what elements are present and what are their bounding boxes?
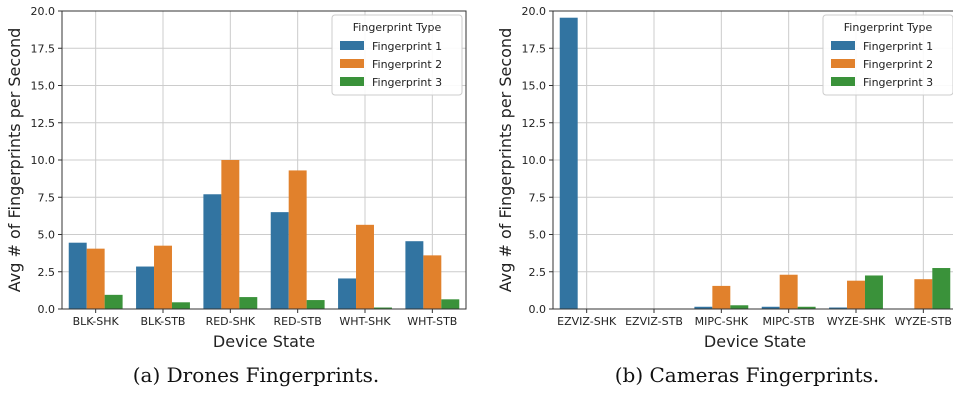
y-axis-label: Avg # of Fingerprints per Second: [496, 28, 515, 292]
bar-fingerprint-1-blk-shk: [68, 242, 87, 309]
legend-entry: Fingerprint 3: [372, 76, 442, 89]
bar-fingerprint-3-wyze-shk: [864, 275, 883, 309]
y-axis-label: Avg # of Fingerprints per Second: [5, 28, 24, 292]
x-tick-label: BLK-SHK: [73, 315, 120, 328]
y-tick-label: 20.0: [522, 5, 547, 18]
legend-title: Fingerprint Type: [844, 21, 933, 34]
y-tick-label: 12.5: [522, 117, 547, 130]
x-tick-label: MIPC-SHK: [695, 315, 749, 328]
x-tick-label: EZVIZ-SHK: [557, 315, 617, 328]
y-tick-label: 5.0: [38, 229, 56, 242]
x-tick-label: MIPC-STB: [763, 315, 815, 328]
x-tick-label: BLK-STB: [141, 315, 186, 328]
cameras-caption: (b) Cameras Fingerprints.: [615, 363, 880, 387]
x-axis-label: Device State: [704, 332, 806, 351]
legend-entry: Fingerprint 2: [863, 58, 933, 71]
bar-fingerprint-2-wht-shk: [356, 224, 374, 309]
bar-fingerprint-3-wyze-stb: [932, 268, 951, 309]
y-tick-label: 12.5: [31, 117, 56, 130]
bar-fingerprint-2-wht-stb: [423, 255, 442, 309]
y-tick-label: 2.5: [529, 266, 547, 279]
legend-swatch: [340, 59, 364, 68]
bar-fingerprint-3-wht-shk: [373, 307, 392, 309]
y-tick-label: 5.0: [529, 229, 547, 242]
legend-entry: Fingerprint 1: [863, 40, 933, 53]
legend-swatch: [340, 77, 364, 86]
bar-fingerprint-3-red-shk: [239, 297, 258, 309]
bar-fingerprint-2-blk-stb: [154, 245, 172, 309]
x-tick-label: WHT-STB: [407, 315, 457, 328]
bar-fingerprint-1-wht-stb: [405, 241, 424, 309]
bar-fingerprint-1-red-shk: [203, 194, 222, 309]
y-tick-label: 0.0: [38, 303, 56, 316]
y-tick-label: 15.0: [522, 80, 547, 93]
bar-fingerprint-3-blk-stb: [171, 302, 190, 309]
y-tick-label: 15.0: [31, 80, 56, 93]
legend-title: Fingerprint Type: [353, 21, 442, 34]
y-tick-label: 17.5: [31, 42, 56, 55]
y-tick-label: 7.5: [38, 191, 56, 204]
x-tick-label: RED-STB: [274, 315, 322, 328]
bar-fingerprint-2-mipc-stb: [779, 274, 798, 309]
x-tick-label: EZVIZ-STB: [625, 315, 683, 328]
bar-fingerprint-2-wyze-stb: [914, 279, 933, 309]
y-tick-label: 0.0: [529, 303, 547, 316]
bar-fingerprint-1-mipc-shk: [694, 306, 713, 309]
bar-fingerprint-1-wyze-shk: [829, 307, 848, 309]
x-axis-label: Device State: [213, 332, 315, 351]
drones-caption: (a) Drones Fingerprints.: [133, 363, 380, 387]
bar-fingerprint-3-blk-shk: [104, 294, 123, 309]
drones-chart: 0.0 2.5 5.0 7.5 10.0 12.5 15.0 17.5 20.0 BLK-SHK B…: [5, 5, 467, 351]
bar-fingerprint-2-blk-shk: [86, 248, 105, 309]
y-tick-label: 2.5: [38, 266, 56, 279]
bar-fingerprint-2-red-stb: [288, 170, 307, 309]
bar-fingerprint-3-wht-stb: [441, 299, 460, 309]
legend-box: [331, 14, 463, 96]
legend-entry: Fingerprint 1: [372, 40, 442, 53]
x-tick-label: WYZE-STB: [895, 315, 952, 328]
bar-fingerprint-2-mipc-shk: [712, 285, 731, 309]
bar-fingerprint-2-red-shk: [221, 160, 240, 309]
y-tick-label: 20.0: [31, 5, 56, 18]
bar-fingerprint-3-red-stb: [306, 300, 325, 309]
y-tick-label: 10.0: [31, 154, 56, 167]
y-tick-label: 7.5: [529, 191, 547, 204]
legend-swatch: [340, 41, 364, 50]
x-tick-label: RED-SHK: [206, 315, 256, 328]
bar-fingerprint-1-ezviz-shk: [559, 17, 578, 310]
legend-entry: Fingerprint 2: [372, 58, 442, 71]
y-tick-label: 17.5: [522, 42, 547, 55]
bar-fingerprint-3-mipc-shk: [730, 305, 749, 309]
bar-fingerprint-1-mipc-stb: [761, 306, 780, 309]
bar-fingerprint-1-blk-stb: [136, 266, 155, 309]
y-tick-label: 10.0: [522, 154, 547, 167]
legend-swatch: [831, 77, 855, 86]
x-tick-label: WYZE-SHK: [827, 315, 886, 328]
legend-entry: Fingerprint 3: [863, 76, 933, 89]
x-tick-label: WHT-SHK: [339, 315, 391, 328]
bar-fingerprint-1-red-stb: [270, 212, 289, 309]
bar-fingerprint-1-wht-shk: [338, 278, 357, 309]
cameras-chart: 0.0 2.5 5.0 7.5 10.0 12.5 15.0 17.5 20.0 EZVIZ-SH…: [496, 5, 953, 351]
bar-fingerprint-2-wyze-shk: [847, 280, 865, 309]
bar-fingerprint-3-mipc-stb: [797, 306, 816, 309]
legend-box: [822, 14, 953, 96]
legend-swatch: [831, 41, 855, 50]
legend-swatch: [831, 59, 855, 68]
